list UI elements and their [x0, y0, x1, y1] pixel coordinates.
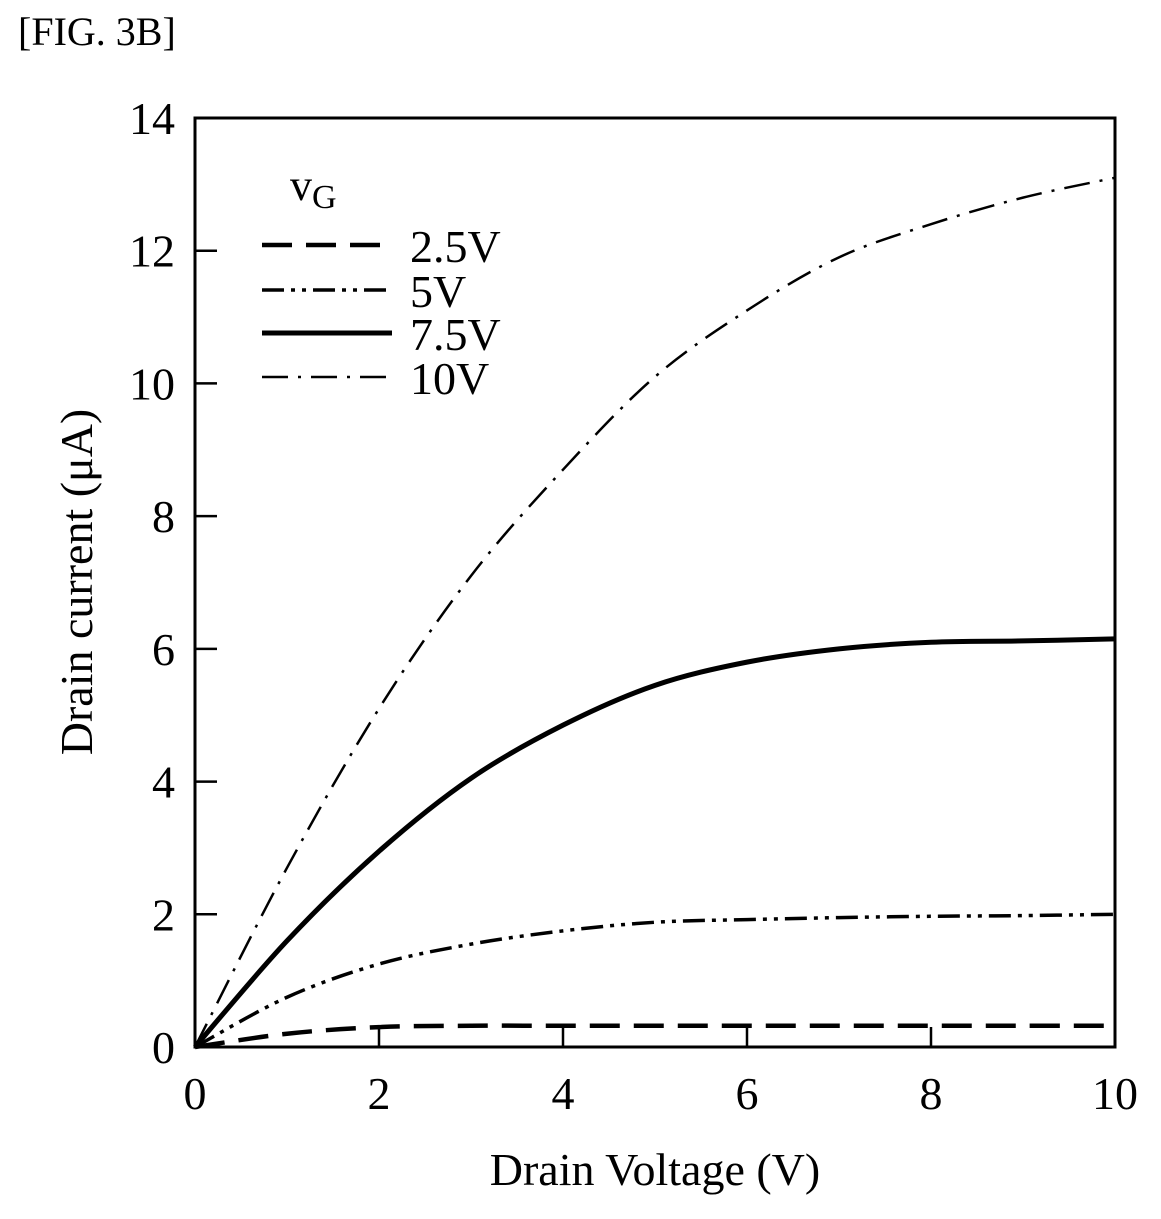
y-tick-label: 2	[152, 889, 175, 940]
y-axis-label: Drain current (μA)	[51, 409, 102, 756]
y-tick-label: 12	[129, 226, 175, 277]
series-line	[193, 636, 1116, 1049]
x-tick-label: 4	[552, 1068, 575, 1119]
x-tick-label: 6	[736, 1068, 759, 1119]
legend-label: 5V	[410, 266, 466, 317]
series-layer	[193, 176, 1116, 1050]
plot-frame	[193, 116, 1117, 1049]
series-line	[194, 912, 1116, 1049]
x-tick-label: 8	[920, 1068, 943, 1119]
y-tick-label: 4	[152, 757, 175, 808]
series-2-5V	[194, 1023, 1115, 1050]
series-line	[193, 176, 1116, 1048]
y-tick-label: 0	[152, 1022, 175, 1073]
axes: 0 2 4 6 8 10 0 2 4 6 8 10 12 14	[129, 93, 1138, 1119]
y-tick-label: 8	[152, 491, 175, 542]
y-tick-label: 6	[152, 624, 175, 675]
legend-label: 10V	[410, 353, 489, 404]
legend-label: 7.5V	[410, 309, 501, 360]
legend-title: vG	[290, 161, 337, 216]
x-tick-label: 2	[368, 1068, 391, 1119]
series-10V	[193, 176, 1116, 1048]
x-tick-label: 0	[184, 1068, 207, 1119]
series-line	[194, 1023, 1115, 1050]
legend-label: 2.5V	[410, 221, 501, 272]
y-tick-label: 10	[129, 358, 175, 409]
x-axis-label: Drain Voltage (V)	[490, 1144, 820, 1195]
series-5V	[194, 912, 1116, 1049]
figure-label: [FIG. 3B]	[18, 9, 176, 54]
x-tick-label: 10	[1092, 1068, 1138, 1119]
y-tick-label: 14	[129, 93, 175, 144]
series-7-5V	[193, 636, 1116, 1049]
